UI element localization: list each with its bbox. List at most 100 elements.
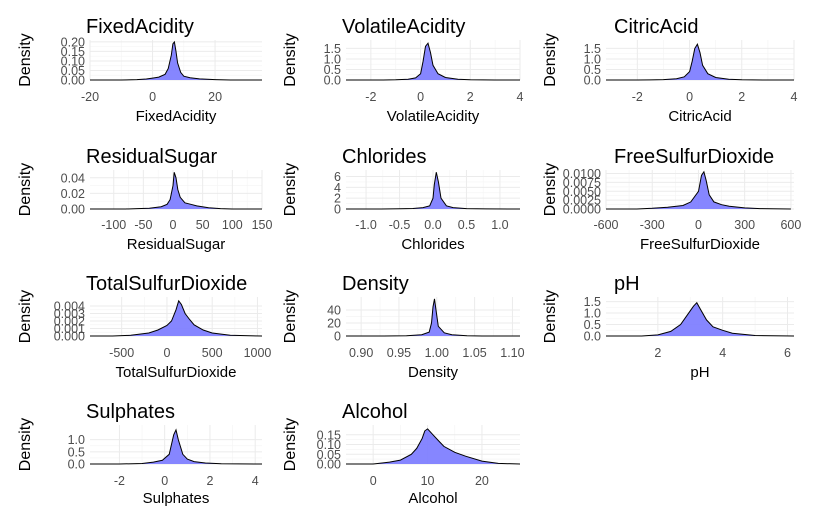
y-axis-label: Density	[282, 33, 299, 86]
y-tick-label: 0.001	[54, 322, 85, 336]
panel-title: FixedAcidity	[86, 16, 194, 38]
density-panel-freesulfurdioxide: -600 -300 0 300 600 0.00000.00250.00500.00750…	[542, 146, 801, 253]
y-axis-label: Density	[542, 290, 559, 343]
x-axis-label: pH	[690, 364, 709, 381]
x-tick-label: 10	[421, 474, 435, 488]
x-tick-label: -2	[365, 90, 376, 104]
x-tick-label: 4	[791, 90, 798, 104]
panel-title: ResidualSugar	[86, 146, 218, 168]
y-axis-label: Density	[282, 290, 299, 343]
y-tick-label: 0.20	[61, 35, 85, 49]
x-axis-label: ResidualSugar	[127, 236, 225, 253]
x-tick-label: 2	[738, 90, 745, 104]
density-area	[346, 43, 520, 80]
x-tick-label: 4	[252, 474, 259, 488]
y-tick-label: 4	[334, 181, 341, 195]
x-tick-label: 300	[734, 218, 755, 232]
y-tick-label: 0.5	[584, 63, 601, 77]
density-area	[606, 44, 794, 80]
x-tick-label: 500	[202, 346, 223, 360]
x-tick-label: 100	[222, 218, 243, 232]
x-tick-label: 20	[208, 90, 222, 104]
x-tick-label: -0.5	[389, 218, 411, 232]
panel-title: Sulphates	[86, 401, 175, 423]
panel-title: VolatileAcidity	[342, 16, 465, 38]
y-tick-label: 0.10	[61, 54, 85, 68]
y-tick-label: 0.0050	[563, 185, 601, 199]
y-axis-label: Density	[542, 33, 559, 86]
panel-title: Alcohol	[342, 401, 408, 423]
x-tick-label: 2	[467, 90, 474, 104]
density-panel-ph: 2 4 6 0.00.51.01.5 pH pH Density	[542, 273, 795, 381]
y-axis-label: Density	[282, 163, 299, 216]
density-line	[606, 301, 795, 337]
x-axis-label: TotalSulfurDioxide	[116, 364, 237, 381]
y-tick-label: 0.10	[317, 438, 341, 452]
x-tick-label: 1.05	[462, 346, 486, 360]
x-tick-label: -600	[593, 218, 618, 232]
y-tick-label: 0.02	[61, 187, 85, 201]
y-tick-label: 40	[327, 304, 341, 318]
density-panel-totalsulfurdioxide: -500 0 500 10000.0000.0010.0020.0030.004Tot…	[17, 273, 271, 381]
x-tick-label: 0	[149, 90, 156, 104]
y-tick-label: 6	[334, 170, 341, 184]
y-tick-label: 0.000	[54, 330, 85, 344]
y-tick-label: 1.0	[324, 52, 341, 66]
x-tick-label: -2	[114, 474, 125, 488]
y-tick-label: 0	[334, 330, 341, 344]
y-tick-label: 1.5	[324, 42, 341, 56]
density-panel-chlorides: -1.0 -0.5 0.0 0.5 1.00246ChloridesChloridesD…	[282, 146, 521, 253]
y-tick-label: 0.04	[61, 171, 85, 185]
y-tick-label: 0.5	[324, 63, 341, 77]
density-panel-residualsugar: -100 -50 0 50 100 1500.000.020.04ResidualSuga…	[17, 146, 272, 253]
y-tick-label: 0.15	[317, 428, 341, 442]
y-tick-label: 1.0	[584, 52, 601, 66]
x-tick-label: 0	[695, 218, 702, 232]
x-tick-label: 1000	[244, 346, 272, 360]
density-panel-density: 0.90 0.95 1.00 1.05 1.1002040DensityDensityD…	[282, 273, 525, 381]
y-axis-label: Density	[282, 418, 299, 471]
y-axis-label: Density	[17, 163, 34, 216]
y-axis-label: Density	[17, 33, 34, 86]
y-axis-label: Density	[17, 418, 34, 471]
y-tick-label: 0.0	[584, 74, 601, 88]
y-tick-label: 0.0	[584, 330, 601, 344]
density-area	[346, 298, 520, 336]
x-axis-label: CitricAcid	[668, 108, 731, 125]
y-tick-label: 0.002	[54, 315, 85, 329]
x-tick-label: 0	[161, 474, 168, 488]
x-tick-label: 1.0	[491, 218, 508, 232]
x-tick-label: 1.00	[425, 346, 449, 360]
density-line	[346, 298, 520, 337]
density-area	[346, 428, 520, 464]
x-tick-label: -2	[632, 90, 643, 104]
panel-title: CitricAcid	[614, 16, 698, 38]
x-tick-label: 0	[370, 474, 377, 488]
density-line	[90, 428, 263, 465]
x-tick-label: -100	[101, 218, 126, 232]
density-area	[90, 429, 262, 464]
x-tick-label: 50	[196, 218, 210, 232]
x-tick-label: 0.5	[458, 218, 475, 232]
x-tick-label: 0	[686, 90, 693, 104]
density-panel-alcohol: 0 10 200.000.050.100.15AlcoholAlcoholDensi…	[282, 401, 521, 507]
x-tick-label: 150	[252, 218, 273, 232]
y-tick-label: 0.5	[584, 318, 601, 332]
x-tick-label: 2	[206, 474, 213, 488]
y-axis-label: Density	[542, 163, 559, 216]
y-tick-label: 0.004	[54, 300, 85, 314]
y-tick-label: 0.003	[54, 307, 85, 321]
x-tick-label: 0.0	[424, 218, 441, 232]
x-axis-label: VolatileAcidity	[387, 108, 480, 125]
y-tick-label: 0.00	[61, 74, 85, 88]
density-area	[90, 41, 262, 80]
x-axis-label: Alcohol	[408, 490, 457, 507]
y-tick-label: 0.0000	[563, 203, 601, 217]
density-area	[346, 172, 520, 209]
y-tick-label: 20	[327, 317, 341, 331]
x-axis-label: Density	[408, 364, 459, 381]
x-tick-label: 0	[163, 346, 170, 360]
y-tick-label: 0.05	[61, 64, 85, 78]
